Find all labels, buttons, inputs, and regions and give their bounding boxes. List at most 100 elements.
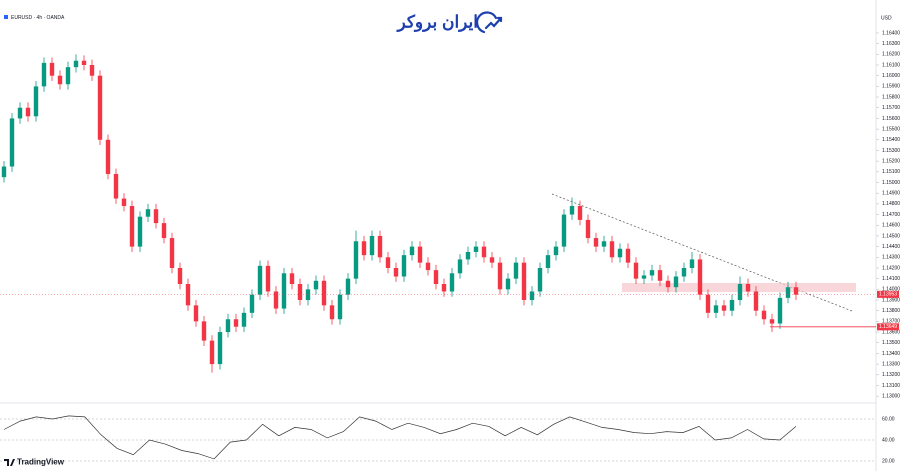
candle-body [81,60,87,66]
candle-body [633,262,639,279]
candle-body [313,280,319,290]
y-tick-label: 1.14500 [882,233,900,239]
candle-body [273,291,279,309]
candle-body [505,278,511,290]
candle-body [697,259,703,295]
candle-body [673,276,679,288]
candle-body [153,209,159,224]
candle-body [57,75,63,85]
candle-body [17,107,23,119]
candle-body [769,319,775,324]
candle-body [305,289,311,301]
candle-body [161,223,167,239]
y-tick-label: 1.15100 [882,169,900,175]
candle-body [1,166,7,178]
candle-body [177,267,183,284]
candle-body [737,283,743,301]
candle-body [105,139,111,174]
candle-body [129,206,135,247]
candle-body [601,241,607,247]
candle-body [233,319,239,327]
price-label-box [877,290,899,298]
candle-body [689,259,695,268]
y-tick-label: 1.15600 [882,116,900,122]
rsi-tick-label: 20.00 [882,458,895,464]
candle-body [25,107,31,117]
candle-body [417,246,423,263]
candle-body [641,275,647,279]
y-tick-label: 1.13800 [882,308,900,314]
candle-body [785,287,791,298]
candle-body [681,267,687,277]
candle-body [361,241,367,256]
y-tick-label: 1.13300 [882,361,900,367]
y-tick-label: 1.16400 [882,30,900,36]
candle-body [753,291,759,311]
footer-text: TradingView [17,458,65,467]
y-tick-label: 1.13400 [882,351,900,357]
candle-body [113,173,119,199]
candle-body [793,287,799,295]
candle-body [545,255,551,268]
candle-body [433,270,439,284]
y-tick-label: 1.16000 [882,73,900,79]
candle-body [345,278,351,295]
y-tick-label: 1.15300 [882,148,900,154]
candle-body [489,257,495,263]
y-tick-label: 1.15800 [882,94,900,100]
candle-body [185,283,191,306]
candle-body [169,238,175,268]
candle-body [49,62,55,76]
candle-body [369,235,375,256]
candle-body [65,67,71,85]
logo-text: ایران بروکر [395,12,478,32]
footer-logo: TradingView [4,458,65,467]
y-tick-label: 1.13000 [882,393,900,399]
candle-body [529,291,535,301]
y-tick-label: 1.15700 [882,105,900,111]
candle-body [73,60,79,68]
candle-body [41,62,47,87]
y-tick-label: 1.14700 [882,212,900,218]
rsi-tick-label: 60.00 [882,416,895,422]
candle-body [745,283,751,292]
y-tick-label: 1.16300 [882,41,900,47]
level-label-box [877,323,899,331]
y-tick-label: 1.15500 [882,126,900,132]
candle-body [729,300,735,311]
level-label: 1.13649 [879,324,897,330]
candle-body [121,198,127,207]
candle-body [593,238,599,247]
candle-body [585,219,591,239]
candle-body [257,265,263,295]
currency: USD [881,15,892,21]
y-tick-label: 1.13700 [882,319,900,325]
rsi-line [3,415,797,460]
candle-body [569,206,575,215]
candle-body [97,75,103,140]
candle-body [385,257,391,268]
candle-body [409,246,415,256]
chart-title: EURUSD · 4h · OANDA [11,15,65,21]
candle-body [241,312,247,327]
candle-body [521,262,527,301]
candle-body [649,270,655,276]
candle-body [617,248,623,258]
candle-body [225,319,231,333]
y-tick-label: 1.13200 [882,372,900,378]
candle-body [377,235,383,258]
candle-body [137,216,143,247]
symbol-icon [4,15,8,19]
candle-body [705,294,711,313]
y-tick-label: 1.13600 [882,329,900,335]
y-tick-label: 1.16200 [882,52,900,58]
candle-body [393,267,399,277]
candle-body [777,297,783,324]
y-tick-label: 1.14200 [882,265,900,271]
candle-body [353,241,359,279]
y-tick-label: 1.13900 [882,297,900,303]
y-tick-label: 1.15400 [882,137,900,143]
candle-body [33,86,39,117]
candle-body [281,273,287,309]
rsi-tick-label: 40.00 [882,437,895,443]
